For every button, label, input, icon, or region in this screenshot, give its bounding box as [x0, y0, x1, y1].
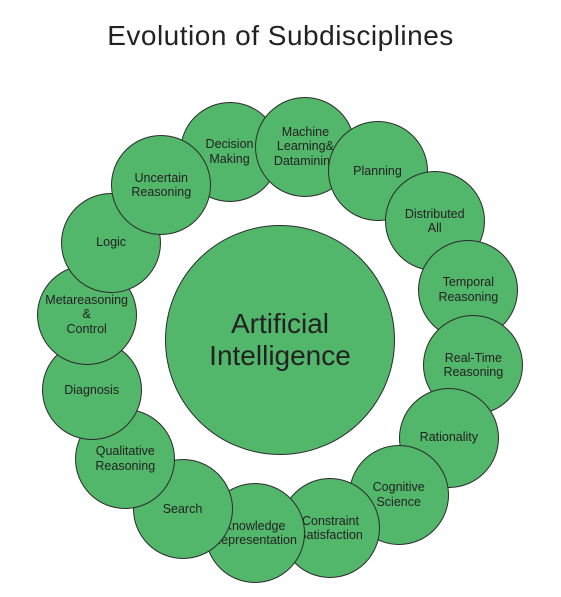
center-node: ArtificialIntelligence	[165, 225, 395, 455]
page-title: Evolution of Subdisciplines	[0, 20, 561, 52]
ring-node-uncertain-reasoning: UncertainReasoning	[111, 135, 211, 235]
diagram-stage: Evolution of Subdisciplines DecisionMaki…	[0, 0, 561, 597]
